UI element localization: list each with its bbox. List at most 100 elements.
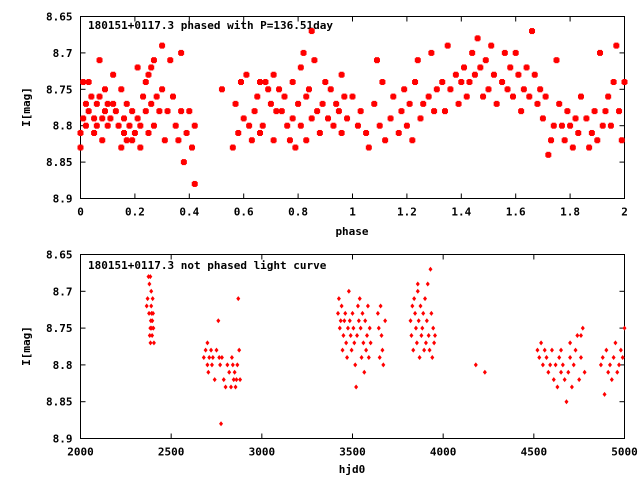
- data-point: [504, 86, 511, 93]
- data-point: [611, 355, 616, 361]
- data-point: [458, 79, 465, 86]
- y-tick-label: 8.7: [53, 47, 73, 60]
- data-point: [406, 100, 413, 107]
- data-point: [378, 303, 383, 309]
- data-point: [238, 377, 243, 383]
- data-point: [417, 115, 424, 122]
- data-point: [233, 384, 238, 390]
- data-point: [430, 355, 435, 361]
- data-point: [278, 108, 285, 115]
- data-point: [499, 79, 506, 86]
- data-point: [417, 355, 422, 361]
- data-point: [621, 79, 628, 86]
- data-point: [265, 86, 272, 93]
- data-point: [410, 303, 415, 309]
- data-point: [553, 362, 558, 368]
- data-point: [123, 100, 130, 107]
- data-point: [352, 340, 357, 346]
- data-point: [415, 281, 420, 287]
- data-point: [615, 369, 620, 375]
- data-point: [371, 100, 378, 107]
- data-point: [577, 93, 584, 100]
- data-point: [144, 303, 149, 309]
- data-point: [101, 108, 108, 115]
- data-point: [183, 129, 190, 136]
- data-point: [413, 325, 418, 331]
- data-point: [104, 122, 111, 129]
- data-point: [93, 122, 100, 129]
- data-point: [564, 399, 569, 405]
- data-point: [381, 362, 386, 368]
- data-point: [151, 340, 156, 346]
- data-point: [350, 310, 355, 316]
- data-point: [303, 137, 310, 144]
- data-point: [159, 42, 166, 49]
- data-point: [607, 122, 614, 129]
- data-point: [613, 42, 620, 49]
- x-tick-label: 4500: [521, 446, 548, 459]
- data-point: [217, 355, 222, 361]
- data-point: [150, 296, 155, 302]
- data-point: [230, 362, 235, 368]
- data-point: [604, 347, 609, 353]
- data-point: [493, 100, 500, 107]
- data-point: [379, 79, 386, 86]
- x-tick-label: 0.2: [125, 206, 145, 219]
- data-point: [169, 93, 176, 100]
- x-tick-label: 2500: [158, 446, 185, 459]
- phased-light-curve-panel: 180151+0117.3 phased with P=136.51day ph…: [20, 11, 628, 239]
- data-point: [414, 57, 421, 64]
- data-point: [153, 93, 160, 100]
- data-point: [231, 377, 236, 383]
- data-point: [553, 57, 560, 64]
- data-point: [338, 129, 345, 136]
- data-point: [594, 137, 601, 144]
- data-point: [337, 325, 342, 331]
- data-point: [206, 369, 211, 375]
- data-point: [85, 108, 92, 115]
- data-point: [340, 347, 345, 353]
- data-point: [544, 355, 549, 361]
- x-tick-label: 0.4: [179, 206, 199, 219]
- data-point: [159, 86, 166, 93]
- data-point: [477, 64, 484, 71]
- data-point: [515, 71, 522, 78]
- data-point: [469, 49, 476, 56]
- data-point: [148, 100, 155, 107]
- data-point: [297, 122, 304, 129]
- data-point: [617, 362, 622, 368]
- data-point: [455, 100, 462, 107]
- data-point: [191, 122, 198, 129]
- data-point: [327, 86, 334, 93]
- data-point: [335, 108, 342, 115]
- y-tick-label: 8.8: [53, 120, 73, 133]
- data-point: [142, 108, 149, 115]
- data-point: [598, 362, 603, 368]
- data-point: [433, 86, 440, 93]
- data-point: [137, 144, 144, 151]
- data-point: [88, 93, 95, 100]
- data-point: [257, 129, 264, 136]
- data-point: [441, 108, 448, 115]
- y-axis-label: I[mag]: [20, 87, 33, 127]
- data-point: [356, 318, 361, 324]
- data-points: [77, 28, 628, 187]
- data-point: [526, 93, 533, 100]
- data-point: [622, 325, 627, 331]
- data-point: [219, 421, 224, 427]
- data-point: [466, 79, 473, 86]
- data-point: [205, 362, 210, 368]
- data-point: [257, 79, 264, 86]
- data-point: [447, 86, 454, 93]
- y-tick-label: 8.65: [46, 11, 73, 24]
- data-point: [571, 362, 576, 368]
- data-point: [463, 93, 470, 100]
- data-point: [367, 325, 372, 331]
- data-point: [150, 57, 157, 64]
- data-point: [546, 369, 551, 375]
- data-point: [147, 281, 152, 287]
- data-point: [566, 369, 571, 375]
- data-point: [343, 310, 348, 316]
- data-point: [452, 71, 459, 78]
